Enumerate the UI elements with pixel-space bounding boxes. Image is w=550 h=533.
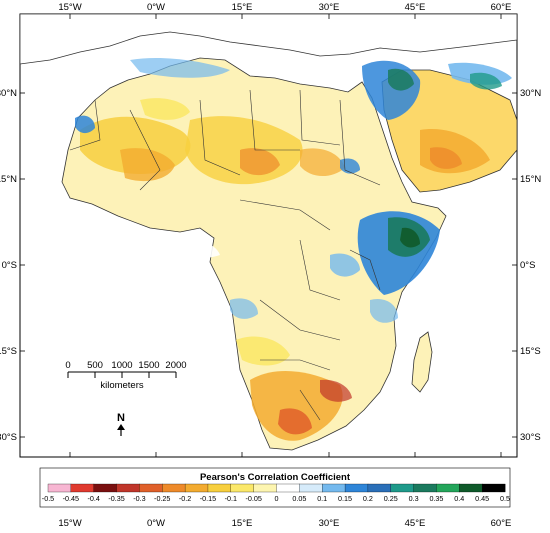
colorbar-tick-label: -0.5 [42,494,54,503]
colorbar-swatch [207,483,232,493]
left-tick-label: 30°S [0,432,17,443]
bottom-tick-label: 30°E [319,518,340,529]
right-tick-label: 15°N [520,174,541,185]
left-tick-label: 30°N [0,88,17,99]
top-tick-label: 30°E [319,2,340,13]
colorbar-swatch [481,483,506,493]
scale-label: 1500 [138,360,159,371]
colorbar-swatch [299,483,323,493]
top-axis-labels: 15°W 0°W 15°E 30°E 45°E 60°E [58,2,511,13]
scale-label: 1000 [111,360,132,371]
colorbar-tick-label: -0.4 [88,494,100,503]
top-tick-label: 15°W [58,2,81,13]
colorbar-tick-label: 0.1 [317,494,327,503]
colorbar-tick-label: -0.45 [63,494,79,503]
colorbar-swatch [390,483,415,493]
top-tick-label: 60°E [491,2,512,13]
colorbar-tick-label: 0.3 [409,494,419,503]
left-tick-label: 0°S [2,260,17,271]
right-tick-label: 0°S [520,260,535,271]
colorbar-title: Pearson's Correlation Coefficient [200,472,351,483]
colorbar-labels: -0.5 -0.45 -0.4 -0.35 -0.3 -0.25 -0.2 -0.15 -0.1… [42,494,510,503]
colorbar-tick-label: 0 [275,494,279,503]
colorbar-swatch [367,483,392,493]
bottom-tick-label: 15°W [58,518,81,529]
scale-label: 500 [87,360,103,371]
colorbar-swatch [230,483,255,493]
colorbar-swatch [93,483,117,493]
scale-unit-label: kilometers [100,380,144,391]
colorbar-swatch [253,483,277,493]
colorbar-tick-label: -0.35 [108,494,124,503]
colorbar-swatch [436,483,460,493]
colorbar-swatch [162,483,186,493]
colorbar-tick-label: 0.45 [475,494,489,503]
scale-label: 2000 [165,360,186,371]
colorbar-tick-label: -0.05 [245,494,261,503]
colorbar-swatch [413,483,437,493]
right-tick-label: 30°N [520,88,541,99]
arrow-head-icon [117,424,125,430]
colorbar-swatch [139,483,163,493]
right-tick-label: 30°S [520,432,541,443]
colorbar-tick-label: 0.2 [363,494,373,503]
colorbar-swatch [322,483,346,493]
bottom-tick-label: 60°E [491,518,512,529]
colorbar-tick-label: 0.25 [384,494,398,503]
positive-correlation-patches [75,58,512,323]
north-arrow: N [117,412,125,436]
colorbar-tick-label: -0.2 [179,494,191,503]
scale-label: 0 [65,360,70,371]
left-tick-label: 15°N [0,174,17,185]
country-borders [69,89,381,421]
left-axis-labels: 30°N 15°N 0°S 15°S 30°S [0,88,17,443]
negative-correlation-patches [80,98,490,441]
colorbar-tick-label: 0.15 [338,494,352,503]
bottom-tick-label: 15°E [232,518,253,529]
colorbar-swatch [344,483,369,493]
left-tick-label: 15°S [0,346,17,357]
colorbar-tick-label: -0.1 [225,494,237,503]
map-content [20,14,517,451]
right-axis-labels: 30°N 15°N 0°S 15°S 30°S [520,88,541,443]
colorbar-tick-label: 0.35 [429,494,443,503]
colorbar-swatch [116,483,140,493]
colorbar-swatch [47,483,72,493]
colorbar-swatch [70,483,95,493]
scale-bar: 0 500 1000 1500 2000 kilometers [65,360,186,391]
colorbar: Pearson's Correlation Coefficient -0.5 -0… [39,467,511,508]
colorbar-tick-label: -0.3 [133,494,145,503]
colorbar-swatch [459,483,483,493]
colorbar-swatches [47,483,506,493]
colorbar-tick-label: 0.05 [292,494,306,503]
right-tick-label: 15°S [520,346,541,357]
colorbar-tick-label: -0.25 [154,494,170,503]
colorbar-tick-label: -0.15 [200,494,216,503]
europe-land [20,14,517,65]
madagascar [411,331,433,393]
bottom-tick-label: 45°E [405,518,426,529]
top-tick-label: 45°E [405,2,426,13]
colorbar-swatch [276,483,300,493]
tick-marks [20,14,517,457]
colorbar-tick-label: 0.5 [500,494,510,503]
top-tick-label: 15°E [232,2,253,13]
bottom-tick-label: 0°W [147,518,165,529]
north-label: N [117,412,125,424]
bottom-axis-labels: 15°W 0°W 15°E 30°E 45°E 60°E [58,518,511,529]
top-tick-label: 0°W [147,2,165,13]
colorbar-swatch [184,483,209,493]
colorbar-tick-label: 0.4 [454,494,464,503]
